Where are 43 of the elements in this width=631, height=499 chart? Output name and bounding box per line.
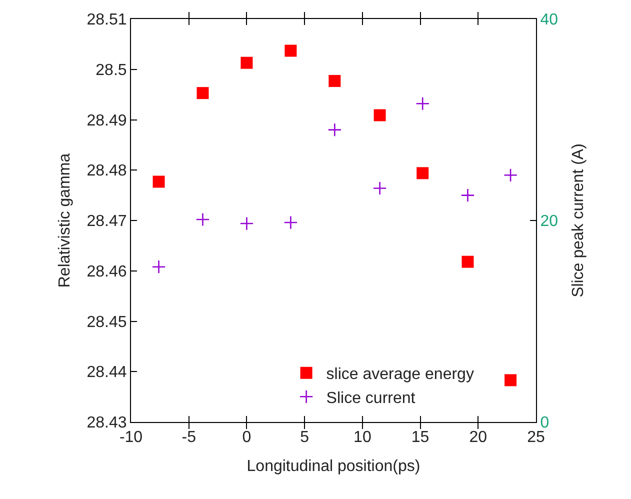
y-tick-label: 28.5 [96,62,127,79]
y-tick-label: 28.46 [86,263,127,280]
y-tick-label: 28.43 [86,414,127,432]
point [196,212,210,226]
y2-tick-label: 40 [540,12,558,29]
legend-label: Slice current [326,390,416,407]
y-tick-label: 28.44 [86,364,127,382]
point [504,168,518,182]
point [152,260,166,274]
y-tick-label: 28.45 [86,314,127,331]
point [460,188,475,202]
point [374,109,386,122]
point [328,74,341,87]
point [416,96,430,111]
y2-tick-label: 20 [540,213,558,230]
y2-axis-title: Slice peak current (A) [570,144,587,298]
point [328,122,342,137]
y-tick-label: 28.51 [86,12,127,29]
point [372,181,387,196]
point [240,216,254,230]
point [284,44,297,57]
y2-tick-label: 0 [540,414,550,432]
point [416,167,429,180]
x-tick-label: 0 [242,429,252,446]
y-tick-label: 28.47 [86,213,127,230]
x-tick-label: 15 [411,429,430,446]
x-axis-title: Longitudinal position(ps) [246,458,420,475]
y-axis-title: Relativistic gamma [56,153,74,288]
point [240,56,253,69]
point [504,374,517,386]
y-tick-label: 28.48 [86,162,127,180]
point [462,256,474,268]
y-tick-label: 28.49 [86,112,127,130]
point [152,176,165,188]
x-tick-label: 5 [300,429,310,446]
legend-label: slice average energy [326,366,474,384]
point [196,87,209,100]
x-tick-label: 10 [354,429,372,446]
x-tick-label: -5 [182,429,196,446]
x-tick-label: 20 [469,429,488,446]
x-tick-label: 25 [527,429,545,446]
x-tick-label: -10 [119,429,143,446]
point [284,216,298,230]
